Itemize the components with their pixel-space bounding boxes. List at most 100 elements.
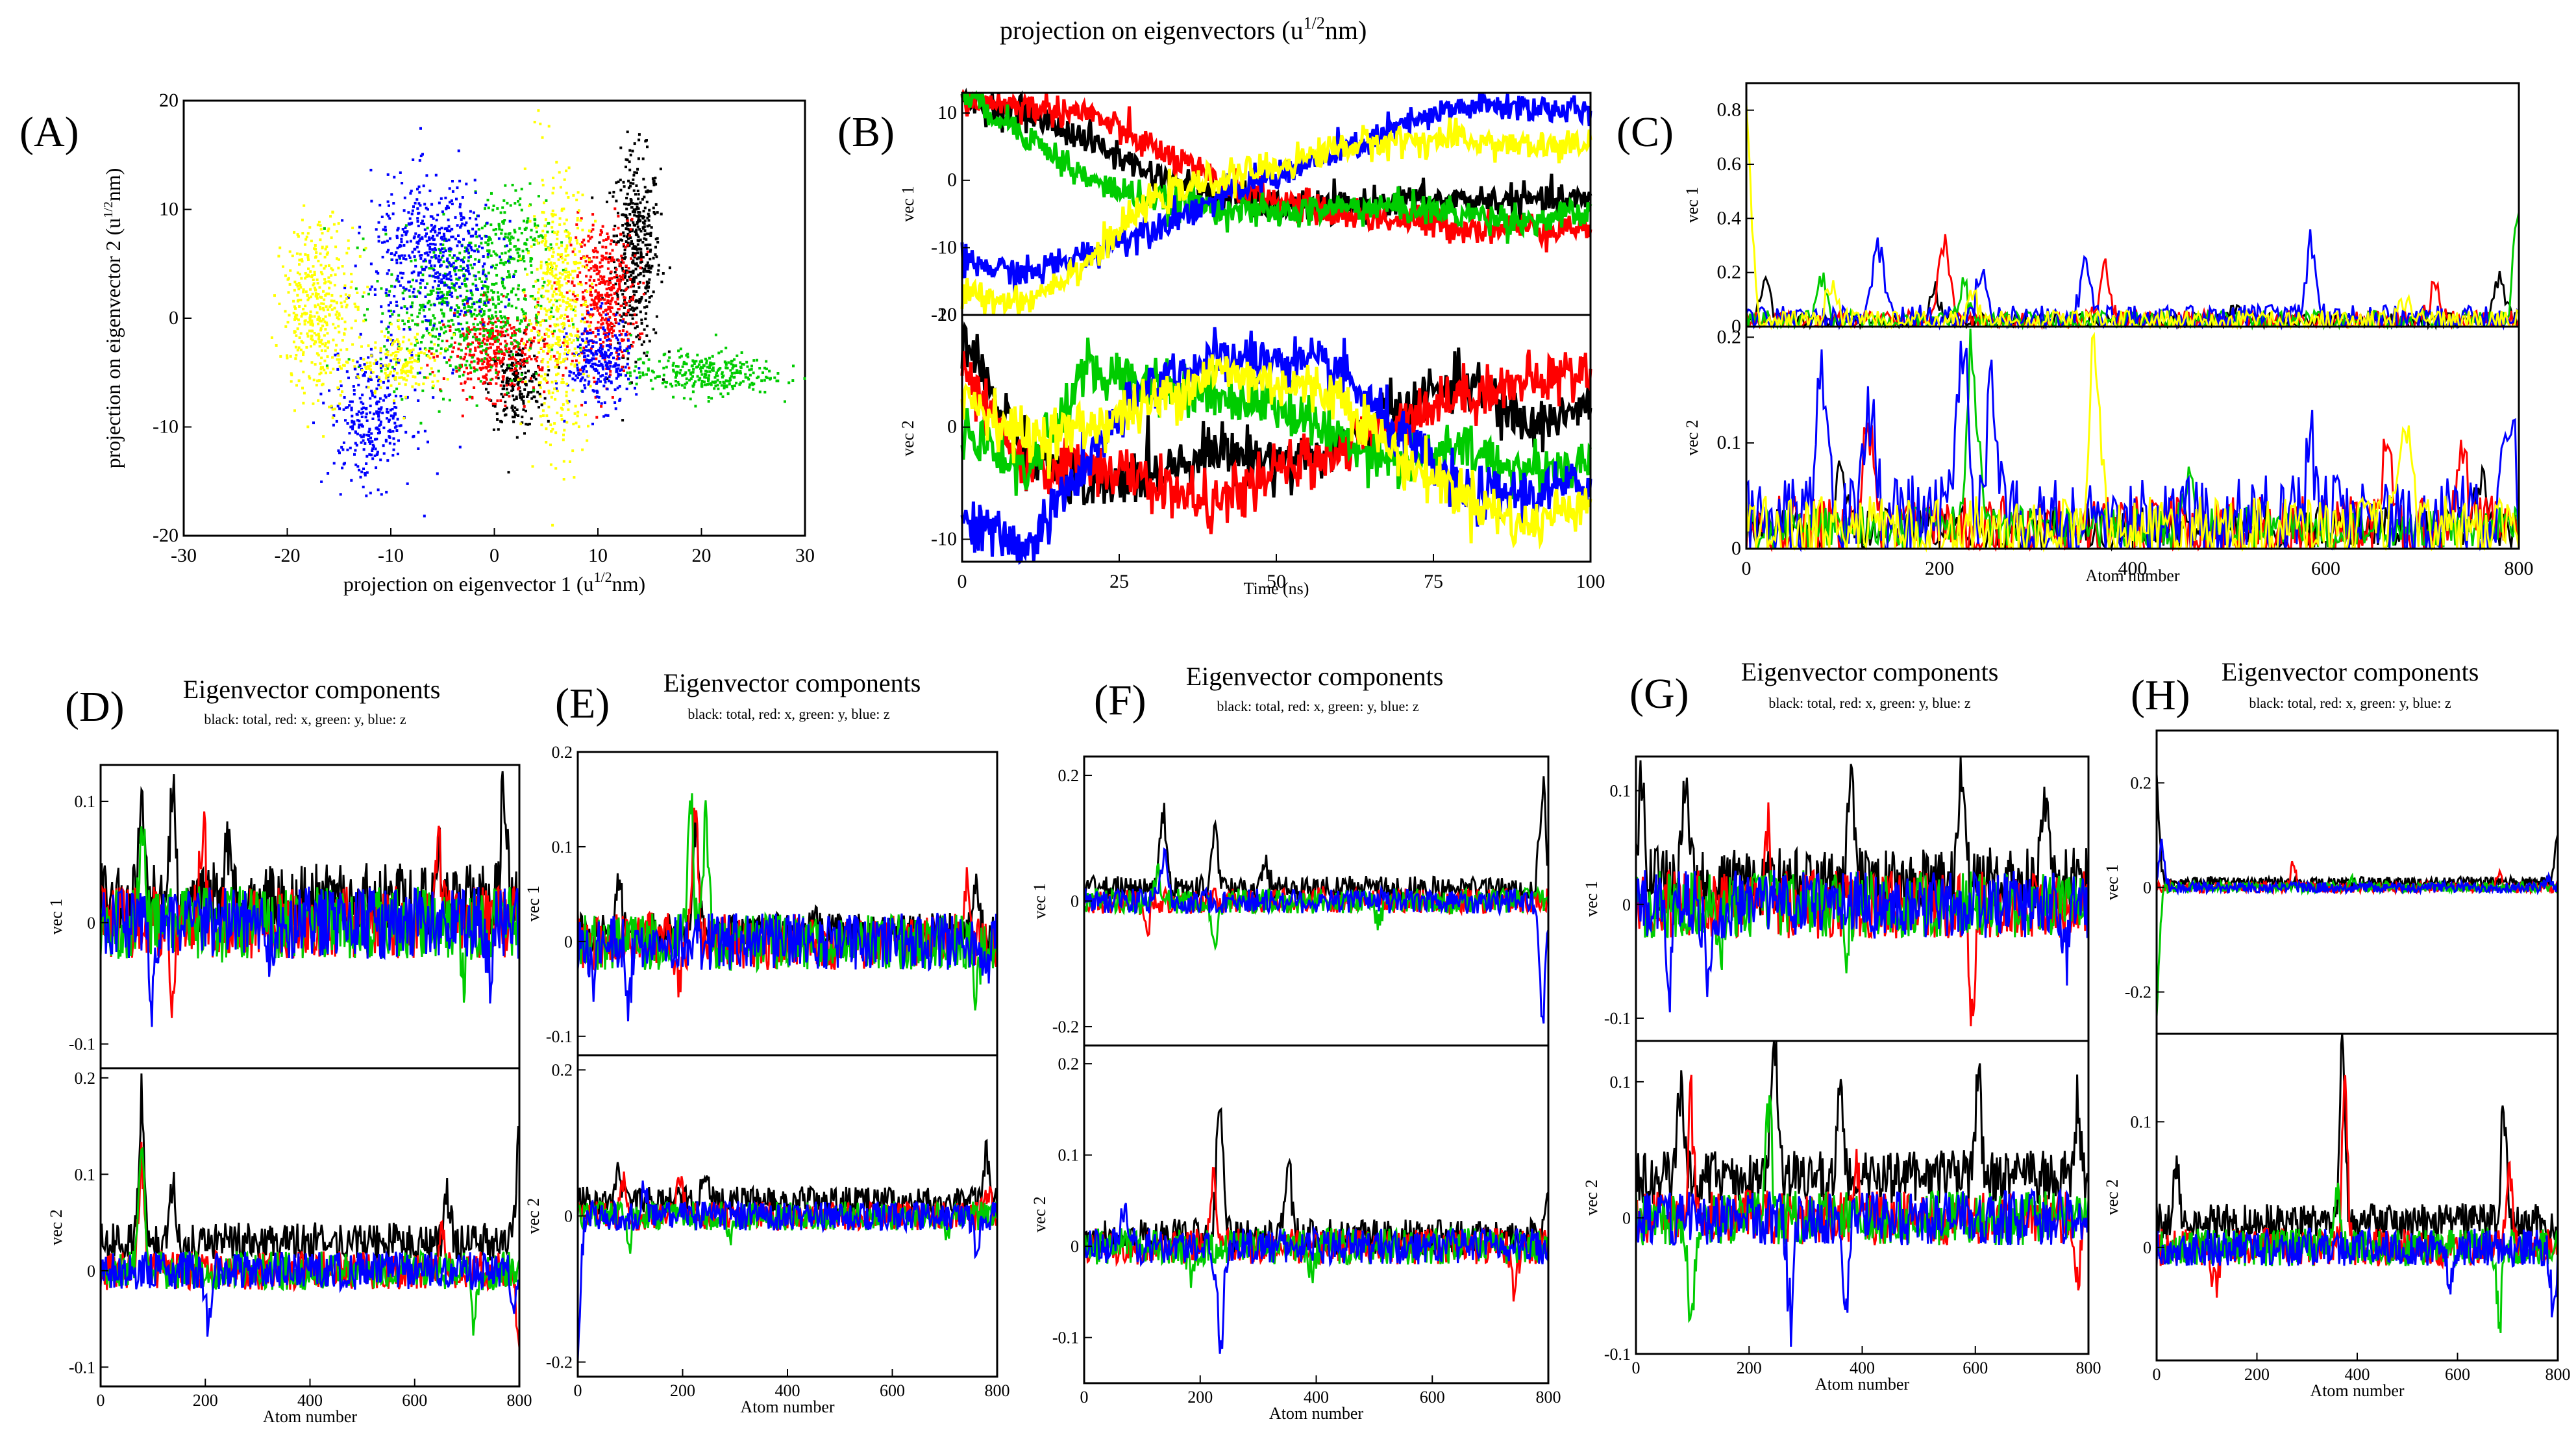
scatter-point xyxy=(474,346,477,349)
scatter-point xyxy=(573,353,576,356)
x-tick-label: 600 xyxy=(2445,1365,2470,1384)
y-tick-label: -10 xyxy=(931,528,957,549)
scatter-point xyxy=(530,375,534,377)
scatter-point xyxy=(418,291,421,294)
scatter-point xyxy=(463,370,465,373)
scatter-point xyxy=(580,304,583,307)
scatter-point xyxy=(477,327,480,331)
scatter-point xyxy=(417,431,420,434)
scatter-point xyxy=(383,240,386,244)
scatter-point xyxy=(615,199,618,203)
scatter-point xyxy=(403,365,406,368)
scatter-point xyxy=(336,358,339,361)
scatter-point xyxy=(570,305,573,308)
scatter-point xyxy=(482,323,485,326)
scatter-point xyxy=(365,462,368,465)
scatter-point xyxy=(327,276,330,279)
scatter-point xyxy=(518,203,521,207)
scatter-point xyxy=(449,247,452,251)
scatter-point xyxy=(658,360,661,363)
x-tick-label: 800 xyxy=(2505,558,2534,579)
scatter-point xyxy=(384,377,388,380)
scatter-point xyxy=(606,332,609,334)
scatter-point xyxy=(638,376,641,379)
scatter-point xyxy=(414,323,417,326)
scatter-point xyxy=(409,360,412,364)
scatter-point xyxy=(641,256,645,258)
scatter-point xyxy=(604,381,607,384)
scatter-point xyxy=(466,264,469,268)
scatter-point xyxy=(704,369,708,373)
scatter-point xyxy=(284,274,287,277)
scatter-point xyxy=(632,242,634,245)
scatter-point xyxy=(590,308,593,311)
scatter-point xyxy=(443,227,447,231)
scatter-point xyxy=(565,382,569,386)
scatter-point xyxy=(636,222,639,225)
y-tick-label: -0.1 xyxy=(69,1035,95,1054)
scatter-point xyxy=(482,382,485,385)
scatter-point xyxy=(628,213,632,216)
scatter-point xyxy=(564,250,567,253)
scatter-point xyxy=(616,347,619,351)
x-tick-label: 400 xyxy=(297,1391,323,1410)
scatter-point xyxy=(526,423,530,426)
scatter-point xyxy=(482,310,486,313)
scatter-point xyxy=(324,315,327,318)
scatter-point xyxy=(404,258,408,261)
scatter-point xyxy=(393,401,396,405)
scatter-point xyxy=(504,321,507,324)
scatter-point xyxy=(488,356,491,359)
scatter-point xyxy=(308,329,311,332)
scatter-point xyxy=(480,314,484,318)
scatter-point xyxy=(349,400,352,403)
scatter-point xyxy=(373,445,375,448)
scatter-point xyxy=(543,307,547,310)
scatter-point xyxy=(408,217,412,220)
scatter-point xyxy=(513,339,516,342)
scatter-point xyxy=(489,223,493,227)
scatter-point xyxy=(531,465,534,468)
scatter-point xyxy=(351,419,354,423)
scatter-point xyxy=(623,299,626,302)
panel-label: (B) xyxy=(837,108,895,156)
scatter-point xyxy=(633,294,636,297)
scatter-point xyxy=(450,344,453,346)
scatter-point xyxy=(497,350,501,353)
scatter-point xyxy=(465,269,468,272)
scatter-point xyxy=(627,322,630,325)
scatter-point xyxy=(629,184,632,188)
scatter-point xyxy=(633,214,636,217)
scatter-point xyxy=(312,402,315,405)
scatter-point xyxy=(706,382,710,386)
scatter-point xyxy=(708,357,711,360)
scatter-point xyxy=(289,355,292,358)
scatter-point xyxy=(364,472,366,475)
scatter-point xyxy=(539,321,542,323)
scatter-point xyxy=(286,357,289,360)
scatter-point xyxy=(563,344,566,347)
x-tick-label: 0 xyxy=(1742,558,1752,579)
scatter-point xyxy=(563,295,565,299)
scatter-point xyxy=(534,297,537,301)
scatter-point xyxy=(362,295,364,298)
scatter-point xyxy=(567,351,570,354)
scatter-point xyxy=(548,308,551,312)
scatter-point xyxy=(654,331,658,334)
scatter-point xyxy=(395,354,398,357)
scatter-point xyxy=(435,218,438,221)
scatter-point xyxy=(735,381,738,384)
scatter-point xyxy=(545,342,549,345)
scatter-point xyxy=(543,281,546,284)
scatter-point xyxy=(572,194,575,197)
scatter-point xyxy=(311,274,314,277)
scatter-point xyxy=(428,373,432,376)
scatter-point xyxy=(470,360,473,364)
scatter-point xyxy=(505,381,508,384)
scatter-point xyxy=(348,294,351,297)
scatter-point xyxy=(333,307,336,310)
scatter-point xyxy=(528,319,531,322)
scatter-point xyxy=(449,275,452,278)
scatter-point xyxy=(436,472,439,475)
